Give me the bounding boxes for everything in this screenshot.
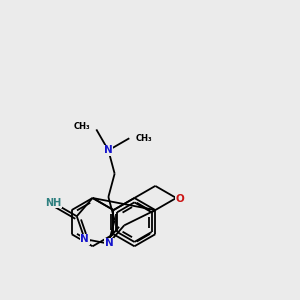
Text: NH: NH	[45, 198, 62, 208]
Text: N: N	[80, 234, 89, 244]
Text: N: N	[104, 145, 113, 155]
Text: CH₃: CH₃	[136, 134, 152, 143]
Text: CH₃: CH₃	[73, 122, 90, 131]
Text: O: O	[176, 194, 184, 204]
Text: N: N	[105, 238, 113, 248]
